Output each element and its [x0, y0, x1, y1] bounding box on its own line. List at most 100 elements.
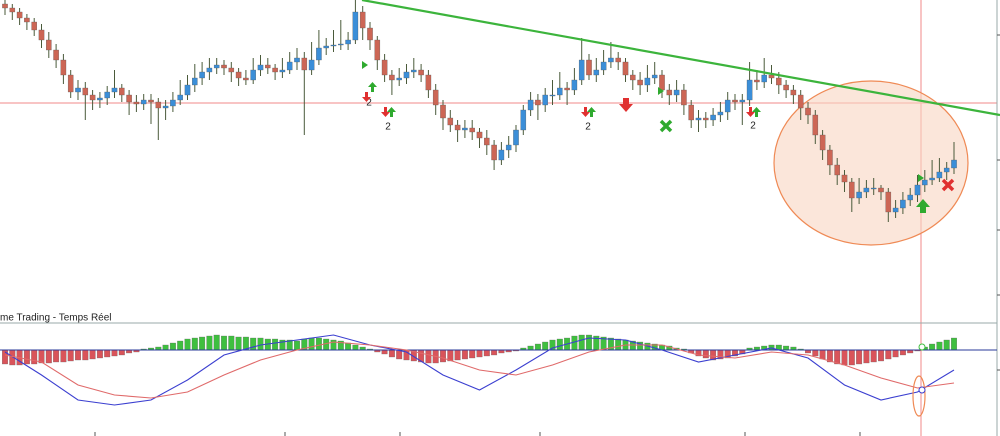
candle-body	[67, 74, 74, 93]
candle-body	[411, 69, 417, 73]
histogram-bar	[885, 349, 892, 360]
candle-body	[104, 91, 110, 99]
histogram-bar	[848, 349, 855, 366]
candle-body	[89, 94, 96, 101]
histogram-bar	[315, 337, 322, 351]
candle-body	[659, 74, 665, 91]
candle-body	[542, 94, 548, 106]
histogram-bar	[783, 345, 790, 351]
histogram-bar	[177, 340, 184, 351]
candle-body	[170, 99, 176, 107]
candle-body	[82, 87, 89, 96]
candle-body	[316, 47, 322, 61]
candle-body	[279, 69, 286, 73]
candle-body	[746, 79, 753, 101]
histogram-bar	[45, 349, 52, 364]
candle-body	[710, 114, 716, 121]
signal-count: 2	[385, 122, 391, 133]
candle-body	[345, 39, 351, 45]
histogram-bar	[586, 334, 592, 351]
candle-body	[206, 67, 213, 73]
histogram-bar	[892, 349, 899, 358]
signal-count: 2	[750, 121, 756, 132]
candle-body	[31, 21, 37, 31]
candle-body	[243, 77, 249, 81]
candle-body	[513, 129, 519, 146]
candle-body	[199, 71, 205, 79]
candle-body	[856, 191, 862, 199]
cross-marker	[918, 386, 926, 394]
candle-body	[53, 49, 59, 61]
candle-body	[97, 97, 103, 101]
histogram-bar	[228, 335, 235, 351]
histogram-bar	[184, 338, 191, 351]
candle-body	[615, 57, 621, 63]
candle-body	[878, 187, 884, 193]
candle-body	[184, 84, 191, 96]
histogram-bar	[702, 349, 709, 359]
histogram-bar	[162, 344, 169, 351]
candle-body	[469, 127, 475, 133]
candle-body	[294, 57, 300, 63]
candle-body	[213, 64, 220, 69]
histogram-bar	[89, 349, 96, 360]
histogram-bar	[819, 349, 826, 360]
histogram-bar	[476, 349, 483, 358]
histogram-bar	[96, 349, 103, 359]
candle-body	[425, 74, 432, 91]
candle-body	[754, 79, 760, 83]
candle-body	[476, 131, 483, 139]
candle-body	[16, 11, 23, 19]
candle-body	[228, 67, 235, 73]
candle-body	[564, 87, 570, 91]
histogram-bar	[221, 335, 227, 351]
histogram-bar	[82, 349, 89, 361]
candle-body	[111, 87, 118, 93]
candle-body	[681, 89, 687, 106]
signal-icons	[362, 61, 955, 213]
candle-body	[9, 7, 16, 13]
candle-body	[162, 105, 169, 109]
candle-body	[148, 99, 154, 103]
candle-body	[140, 99, 147, 105]
price-panel: 2 2 2 2	[2, 0, 957, 222]
histogram-bar	[469, 349, 476, 359]
histogram-bar	[111, 349, 118, 357]
candle-body	[578, 59, 585, 81]
histogram-bar	[104, 349, 111, 358]
histogram-bar	[856, 349, 863, 365]
cross-marker	[918, 343, 926, 351]
candle-body	[600, 61, 607, 71]
candle-body	[505, 144, 512, 151]
histogram-bar	[381, 349, 388, 355]
candle-body	[235, 71, 242, 79]
histogram-bar	[863, 349, 870, 364]
candle-body	[637, 79, 643, 86]
histogram-bar	[527, 345, 534, 351]
candle-body	[133, 101, 140, 105]
candle-body	[951, 159, 957, 169]
indicator-line	[4, 341, 955, 399]
candle-body	[783, 84, 789, 91]
candle-body	[462, 127, 468, 131]
candle-body	[776, 77, 782, 86]
candle-body	[250, 69, 256, 81]
candle-body	[732, 99, 738, 103]
candle-body	[367, 27, 373, 41]
histogram-bar	[352, 344, 359, 351]
candle-body	[914, 184, 921, 196]
histogram-bar	[67, 349, 74, 362]
candle-body	[929, 177, 935, 181]
candle-body	[586, 59, 592, 76]
candle-body	[827, 149, 833, 166]
highlight-ellipse	[912, 375, 926, 417]
candle-body	[265, 64, 271, 69]
histogram-bar	[257, 337, 264, 351]
histogram-bar	[191, 337, 198, 351]
signal-count: 2	[366, 98, 372, 109]
candle-body	[155, 101, 162, 109]
histogram-bar	[870, 349, 877, 363]
candle-body	[286, 61, 293, 71]
candle-body	[819, 134, 826, 151]
histogram-bar	[440, 349, 446, 363]
